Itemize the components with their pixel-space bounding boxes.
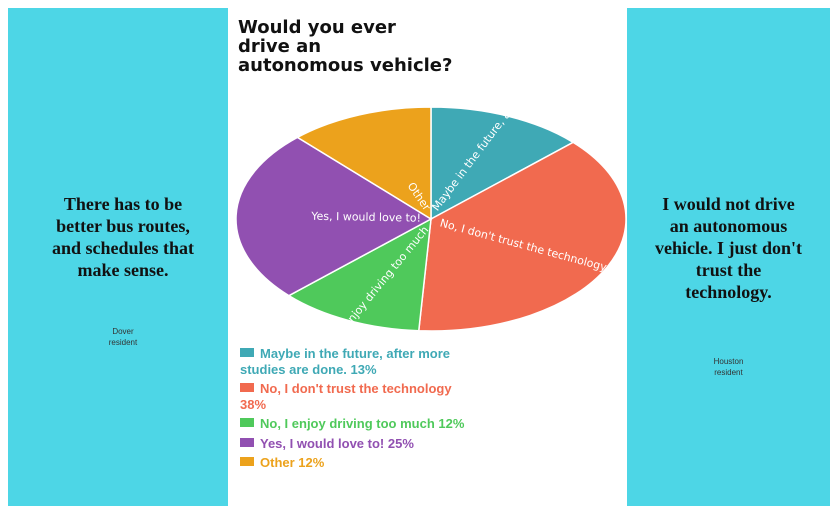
pie-slice-0 bbox=[430, 106, 575, 221]
legend-swatch-1 bbox=[240, 383, 254, 392]
legend-item-2: No, I enjoy driving too much 12% bbox=[240, 416, 480, 432]
legend-item-0: Maybe in the future, after more studies … bbox=[240, 346, 480, 377]
legend-item-3: Yes, I would love to! 25% bbox=[240, 436, 480, 452]
chart-area: Would you ever drive an autonomous vehic… bbox=[228, 0, 627, 514]
legend-swatch-0 bbox=[240, 348, 254, 357]
legend-label-1: No, I don't trust the technology 38% bbox=[240, 381, 452, 412]
legend-item-4: Other 12% bbox=[240, 455, 480, 471]
left-quote-text: There has to be better bus routes, and s… bbox=[51, 194, 195, 280]
chart-title: Would you ever drive an autonomous vehic… bbox=[238, 17, 453, 76]
legend-item-1: No, I don't trust the technology 38% bbox=[240, 381, 480, 412]
chart-legend: Maybe in the future, after more studies … bbox=[240, 346, 480, 475]
pie-slice-1 bbox=[417, 141, 627, 332]
left-quote-panel: There has to be better bus routes, and s… bbox=[8, 8, 228, 506]
pie-slice-3 bbox=[235, 136, 433, 297]
legend-label-2: No, I enjoy driving too much 12% bbox=[260, 416, 465, 431]
legend-swatch-3 bbox=[240, 437, 254, 447]
right-quote-panel: I would not drive an autonomous vehicle.… bbox=[627, 8, 830, 506]
pie-slice-label-3: Yes, I would love to! bbox=[310, 210, 421, 225]
pie-slice-4 bbox=[296, 106, 432, 221]
legend-swatch-2 bbox=[240, 418, 254, 427]
left-quote-attribution: Dover resident bbox=[108, 327, 138, 347]
legend-label-0: Maybe in the future, after more studies … bbox=[240, 346, 450, 377]
legend-label-3: Yes, I would love to! 25% bbox=[260, 435, 414, 451]
pie-slice-2 bbox=[287, 217, 432, 332]
legend-label-4: Other 12% bbox=[260, 455, 325, 470]
right-quote-text: I would not drive an autonomous vehicle.… bbox=[655, 194, 803, 302]
pie-chart: Maybe in the future, after more studies … bbox=[235, 0, 627, 340]
legend-swatch-4 bbox=[240, 457, 254, 466]
right-quote-attribution: Houston resident bbox=[713, 357, 744, 377]
